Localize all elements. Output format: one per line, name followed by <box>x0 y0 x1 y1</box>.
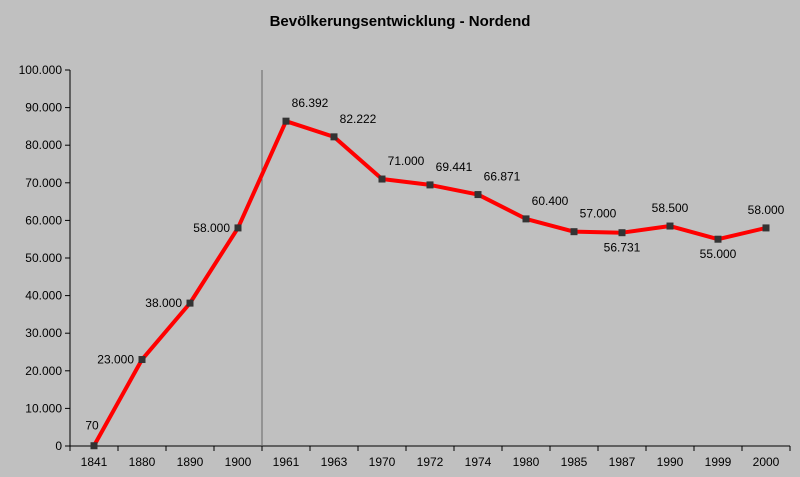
x-tick-label: 1985 <box>561 455 588 469</box>
x-tick-label: 1880 <box>129 455 156 469</box>
series-line <box>92 119 767 447</box>
y-tick-label: 40.000 <box>25 289 62 303</box>
x-tick-label: 1999 <box>705 455 732 469</box>
x-tick-label: 2000 <box>753 455 780 469</box>
data-point <box>138 356 146 364</box>
y-tick-label: 0 <box>55 439 62 453</box>
data-label: 58.000 <box>748 203 785 217</box>
data-point <box>474 191 482 199</box>
data-label: 69.441 <box>436 160 473 174</box>
y-tick-label: 60.000 <box>25 213 62 227</box>
data-point <box>762 224 770 232</box>
x-tick-label: 1972 <box>417 455 444 469</box>
y-tick-label: 20.000 <box>25 364 62 378</box>
x-tick-label: 1970 <box>369 455 396 469</box>
data-label: 38.000 <box>145 296 182 310</box>
y-tick-label: 100.000 <box>19 63 63 77</box>
data-point <box>426 181 434 189</box>
data-point <box>618 229 626 237</box>
data-point <box>714 235 722 243</box>
data-label: 58.500 <box>652 201 689 215</box>
x-tick-label: 1987 <box>609 455 636 469</box>
y-tick-label: 80.000 <box>25 138 62 152</box>
data-label: 55.000 <box>700 247 737 261</box>
data-point <box>330 133 338 141</box>
data-point <box>186 299 194 307</box>
data-labels: 70 23.000 38.000 58.000 86.392 82.222 71.000 69… <box>85 96 784 433</box>
chart-title: Bevölkerungsentwicklung - Nordend <box>270 13 531 30</box>
y-tick-label: 70.000 <box>25 176 62 190</box>
y-axis-ticks: 0 10.000 20.000 30.000 40.000 50.000 60.000 70.… <box>19 63 70 453</box>
data-label: 56.731 <box>604 241 641 255</box>
data-point <box>570 228 578 236</box>
data-point <box>522 215 530 223</box>
data-point <box>282 117 290 125</box>
data-point <box>90 442 98 450</box>
data-label: 71.000 <box>388 154 425 168</box>
y-tick-label: 90.000 <box>25 101 62 115</box>
data-point <box>378 175 386 183</box>
data-markers <box>90 117 770 450</box>
x-tick-label: 1980 <box>513 455 540 469</box>
x-tick-label: 1990 <box>657 455 684 469</box>
data-label: 57.000 <box>580 207 617 221</box>
data-point <box>234 224 242 232</box>
x-axis-ticks: 1841 1880 1890 1900 1961 1963 1970 1972 1974 1980… <box>69 446 791 469</box>
x-tick-label: 1890 <box>177 455 204 469</box>
y-tick-label: 50.000 <box>25 251 62 265</box>
data-label: 23.000 <box>97 353 134 367</box>
y-tick-label: 30.000 <box>25 326 62 340</box>
data-label: 86.392 <box>292 96 329 110</box>
data-label: 66.871 <box>484 170 521 184</box>
data-label: 70 <box>85 419 99 433</box>
x-tick-label: 1961 <box>273 455 300 469</box>
x-tick-label: 1974 <box>465 455 492 469</box>
x-tick-label: 1963 <box>321 455 348 469</box>
data-label: 58.000 <box>193 221 230 235</box>
data-point <box>666 222 674 230</box>
data-label: 82.222 <box>340 112 377 126</box>
data-label: 60.400 <box>532 194 569 208</box>
x-tick-label: 1841 <box>81 455 108 469</box>
y-tick-label: 10.000 <box>25 401 62 415</box>
x-tick-label: 1900 <box>225 455 252 469</box>
